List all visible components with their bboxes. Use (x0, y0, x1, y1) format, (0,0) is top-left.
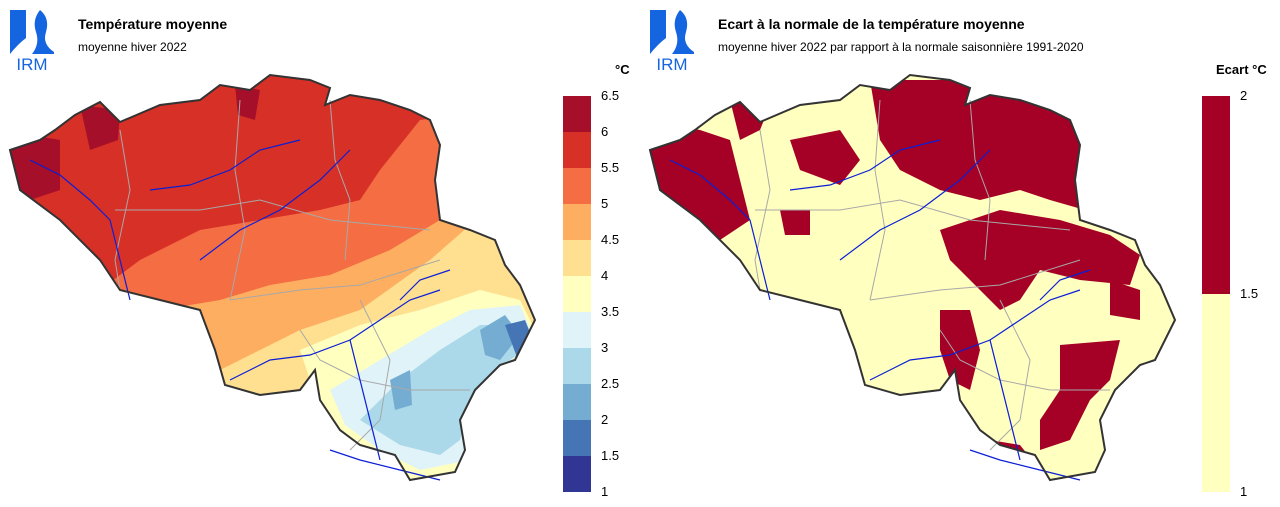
map-title: Ecart à la normale de la température moy… (718, 16, 1025, 32)
legend-tick-label: 6.5 (601, 88, 620, 103)
legend-tick-label: 4 (601, 268, 609, 283)
legend-swatch (563, 240, 591, 276)
legend-tick-label: 5.5 (601, 160, 620, 175)
anomaly-zone-1.5-2 (1110, 280, 1140, 320)
anomaly-legend (1202, 96, 1230, 492)
temp-zone-5.5-6 (10, 75, 535, 300)
temperature-legend (563, 96, 591, 492)
legend-tick-label: 4.5 (601, 232, 620, 247)
legend-swatch (1202, 96, 1230, 294)
temp-zone-2-2.5 (390, 370, 412, 410)
legend-tick-label: 2 (601, 412, 609, 427)
legend-tick-label: 5 (601, 196, 609, 211)
anomaly-zone-1.5-2 (790, 130, 860, 185)
legend-tick-label: 3.5 (601, 304, 620, 319)
legend-tick-label: 3 (601, 340, 609, 355)
map-title: Température moyenne (78, 16, 228, 32)
legend-swatch (563, 348, 591, 384)
legend-swatch (563, 420, 591, 456)
legend-unit: °C (615, 62, 630, 77)
anomaly-zone-1.5-2 (780, 210, 810, 235)
legend-swatch (563, 168, 591, 204)
belgium-anomaly-map (648, 73, 1177, 482)
legend-tick-label: 1 (1240, 484, 1248, 499)
anomaly-zone-1.5-2 (870, 80, 1085, 210)
temp-zone-6-6.5 (235, 85, 260, 120)
anomaly-panel: IRM Ecart à la normale de la température… (640, 0, 1280, 507)
legend-swatch (563, 384, 591, 420)
belgium-border (648, 73, 1177, 482)
belgium-border (8, 73, 537, 482)
temp-zone-6-6.5 (80, 105, 120, 150)
temperature-panel: IRM Température moyenne moyenne hiver 20… (8, 10, 630, 499)
legend-swatch (563, 312, 591, 348)
rivers (669, 139, 1091, 481)
temp-zone-6-6.5 (10, 130, 60, 200)
irm-logo-text: IRM (656, 55, 687, 72)
legend-swatch (563, 276, 591, 312)
anomaly-zone-1.5-2 (1040, 340, 1120, 450)
anomaly-zone-1.5-2 (940, 310, 980, 390)
legend-swatch (563, 132, 591, 168)
legend-tick-label: 6 (601, 124, 609, 139)
legend-swatch (563, 456, 591, 492)
anomaly-zone-1.5-2 (940, 210, 1140, 310)
province-borders (114, 99, 470, 451)
legend-tick-label: 1 (601, 484, 609, 499)
irm-logo: IRM (650, 10, 694, 72)
legend-swatch (563, 204, 591, 240)
legend-tick-label: 1.5 (601, 448, 620, 463)
map-subtitle: moyenne hiver 2022 (78, 40, 187, 54)
legend-tick-label: 1.5 (1240, 286, 1259, 301)
irm-logo-text: IRM (16, 55, 47, 72)
rivers (29, 139, 451, 481)
legend-swatch (1202, 294, 1230, 492)
legend-swatch (563, 96, 591, 132)
legend-tick-label: 2 (1240, 88, 1248, 103)
legend-tick-label: 2.5 (601, 376, 620, 391)
belgium-temperature-map (8, 73, 537, 482)
irm-logo: IRM (10, 10, 54, 72)
map-subtitle: moyenne hiver 2022 par rapport à la norm… (718, 40, 1084, 54)
legend-unit: Ecart °C (1216, 62, 1267, 77)
